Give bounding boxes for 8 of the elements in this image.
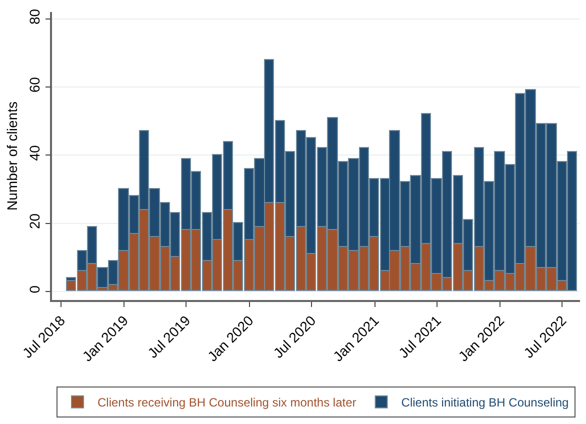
y-tick-label: 40 — [26, 145, 43, 161]
y-tick-label: 20 — [26, 213, 43, 229]
y-tick-label: 60 — [26, 76, 43, 93]
legend-label: Clients initiating BH Counseling — [401, 396, 569, 410]
y-tick-label: 80 — [26, 8, 43, 25]
legend-label: Clients receiving BH Counseling six months later — [98, 396, 356, 410]
y-axis-title: Number of clients — [4, 102, 20, 210]
y-tick-label: 0 — [26, 285, 43, 294]
